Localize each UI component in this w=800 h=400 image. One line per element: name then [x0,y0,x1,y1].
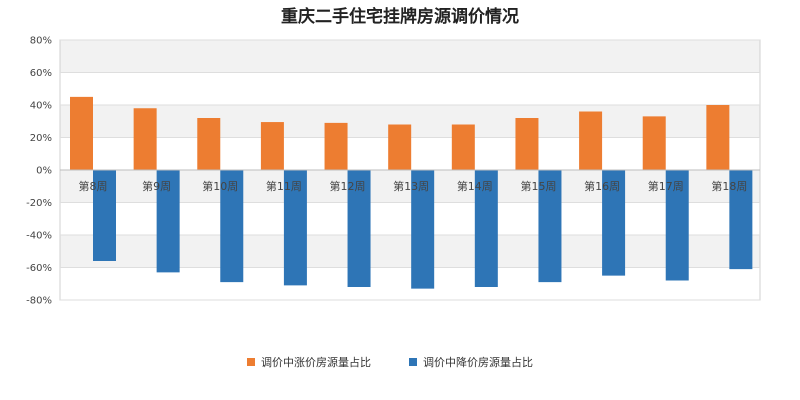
x-tick-label: 第18周 [711,179,747,193]
y-tick-label: 60% [30,68,52,79]
bar-price-increase [324,122,348,170]
y-tick-label: -60% [26,263,52,274]
bar-price-decrease [220,170,244,283]
y-tick-label: 0% [36,166,52,177]
bar-price-increase [260,122,284,170]
x-tick-label: 第16周 [584,179,620,193]
x-tick-label: 第8周 [79,179,108,193]
x-tick-label: 第11周 [266,179,302,193]
bar-price-increase [515,118,539,170]
bar-price-increase [642,116,666,170]
legend-swatch [409,358,417,366]
legend: 调价中涨价房源量占比 调价中降价房源量占比 [247,355,533,369]
bar-price-decrease [93,170,116,261]
bar-price-increase [197,118,221,170]
x-tick-label: 第12周 [330,179,366,193]
y-tick-label: 80% [30,36,52,47]
bar-price-increase [451,124,475,170]
bar-price-decrease [411,170,435,289]
y-tick-label: 40% [30,101,52,112]
chart-title: 重庆二手住宅挂牌房源调价情况 [281,6,519,27]
legend-label: 调价中降价房源量占比 [423,355,533,369]
bar-price-decrease [156,170,180,273]
legend-swatch [247,358,255,366]
y-tick-label: -80% [26,296,52,307]
bar-price-decrease [474,170,498,287]
x-tick-label: 第9周 [142,179,171,193]
x-tick-label: 第17周 [648,179,684,193]
legend-label: 调价中涨价房源量占比 [261,355,371,369]
bar-price-increase [579,111,603,170]
y-tick-label: -20% [26,198,52,209]
y-tick-label: -40% [26,231,52,242]
bar-price-decrease [538,170,562,283]
bar-price-decrease [602,170,626,276]
bar-price-increase [133,108,157,170]
bar-price-increase [706,105,730,170]
bar-price-decrease [729,170,753,270]
bar-price-decrease [665,170,689,281]
x-tick-label: 第10周 [202,179,238,193]
x-axis-ticks: 第8周 第9周 第10周 第11周 第12周 第13周 第14周 第15周 第16周 第17周 第1… [79,179,748,193]
bar-price-decrease [347,170,371,287]
y-axis-ticks: 80% 60% 40% 20% 0% -20% -40% -60% -80% [26,36,52,307]
bar-price-decrease [283,170,307,286]
x-tick-label: 第15周 [520,179,556,193]
x-tick-label: 第13周 [393,179,429,193]
y-tick-label: 20% [30,133,52,144]
background-band [60,40,760,73]
bar-price-increase [70,96,93,170]
x-tick-label: 第14周 [457,179,493,193]
bar-price-increase [388,124,412,170]
bars [70,96,753,289]
